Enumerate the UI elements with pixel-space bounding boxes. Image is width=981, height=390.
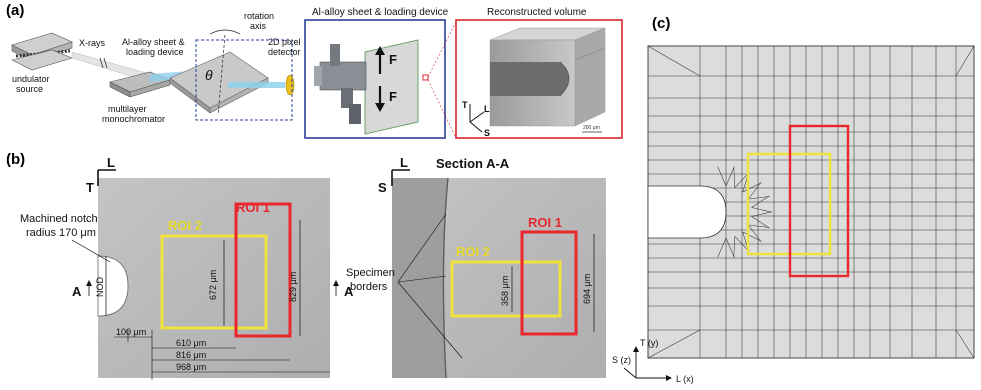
machined-notch (97, 255, 129, 317)
panel-b-label: (b) (6, 151, 25, 168)
panel-a: (a) undulator source X-rays multilayer mon… (6, 2, 623, 139)
dim-672: 672 μm (208, 270, 218, 300)
panel-c: (c) T (y) S (z) L (x) (612, 15, 975, 384)
axis-s-label: S (484, 128, 490, 138)
sheet-device-label: Al-alloy sheet & loading device (122, 37, 185, 57)
roi1-box-left (234, 202, 292, 338)
force-up-label: F (389, 52, 397, 67)
roi2-box-right (450, 260, 562, 318)
panel-b-right-axis-s: S (378, 180, 387, 195)
mesh-axis-l: L (x) (676, 374, 694, 384)
axes-triad-c (623, 346, 672, 381)
roi1-box-mesh (788, 124, 850, 278)
roi2-label-right: ROI 2 (456, 244, 490, 259)
undulator-label: undulator source (12, 74, 50, 94)
panel-b-right-axis-l: L (400, 155, 408, 170)
dim-694: 694 μm (582, 274, 592, 304)
dim-816: 816 μm (176, 350, 206, 360)
mesh-axis-s: S (z) (612, 355, 631, 365)
detector-icon (285, 74, 295, 96)
section-marker-right: A (344, 284, 354, 299)
specimen-edge-region (392, 178, 448, 378)
dim-829: 829 μm (288, 272, 298, 302)
transmitted-beam (228, 82, 285, 88)
specimen-borders-line2: borders (350, 281, 388, 293)
panel-c-label: (c) (652, 15, 670, 32)
dim-358: 358 μm (500, 276, 510, 306)
fe-mesh-lines (647, 45, 975, 359)
monochromator-label: multilayer monochromator (102, 104, 165, 124)
inset2-title: Reconstructed volume (487, 7, 587, 18)
panel-a-label: (a) (6, 2, 24, 19)
loading-device-icon (314, 39, 419, 135)
mesh-notch (647, 185, 727, 239)
section-marker-left: A (72, 284, 82, 299)
force-down-label: F (389, 89, 397, 104)
detector-label: 2D pixel detector (268, 37, 301, 57)
roi-marker (422, 74, 429, 81)
reconstructed-cube-icon (489, 27, 606, 127)
axes-triad-a (469, 104, 485, 133)
section-title: Section A-A (436, 156, 510, 171)
panel-b-left-axis-t: T (86, 180, 94, 195)
rotation-axis-label: rotation axis (244, 11, 274, 31)
panel-b-left-axis-l: L (107, 155, 115, 170)
roi2-label-left: ROI 2 (168, 218, 202, 233)
rotation-arrow-icon (209, 29, 241, 35)
roi2-box-left (160, 234, 268, 330)
roi1-box-right (520, 230, 578, 336)
dim-100: 100 μm (116, 327, 146, 337)
theta-label: θ (205, 67, 213, 83)
sample-zoom-frame (195, 39, 293, 121)
axis-t-label: T (462, 100, 468, 110)
panel-b: (b) L T Machined notch radius 170 μm ROI… (6, 151, 606, 380)
roi1-label-right: ROI 1 (528, 215, 562, 230)
nod-label: NOD (95, 277, 105, 298)
scale-bar-label: 200 μm (583, 125, 600, 131)
axis-l-label: L (484, 104, 490, 114)
notch-label-line2: radius 170 μm (26, 227, 96, 239)
dim-610: 610 μm (176, 338, 206, 348)
mesh-axis-t: T (y) (640, 338, 658, 348)
specimen-borders-line1: Specimen (346, 267, 395, 279)
inset1-title: Al-alloy sheet & loading device (312, 7, 449, 18)
notch-label-line1: Machined notch (20, 213, 98, 225)
rotation-axis-line (217, 34, 226, 116)
xrays-label: X-rays (79, 38, 106, 48)
dim-968: 968 μm (176, 362, 206, 372)
undulator-icon (11, 32, 73, 71)
roi1-label-left: ROI 1 (236, 200, 270, 215)
